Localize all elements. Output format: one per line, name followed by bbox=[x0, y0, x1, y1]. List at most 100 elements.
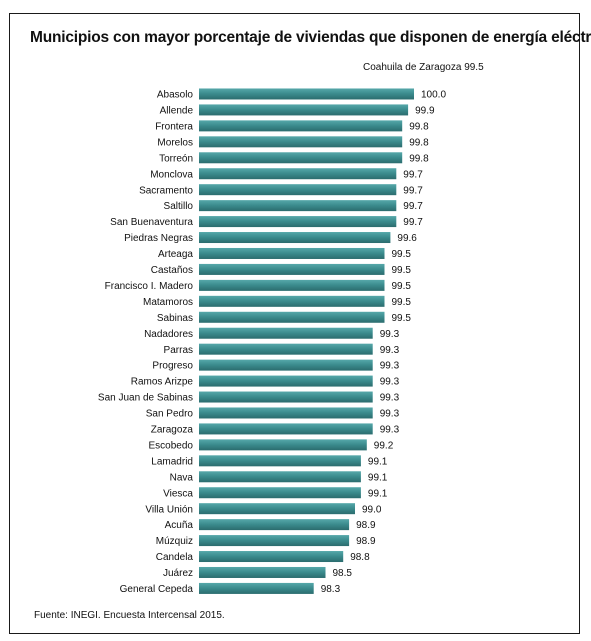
bar bbox=[199, 279, 385, 291]
category-label: Monclova bbox=[150, 169, 193, 180]
category-label: San Juan de Sabinas bbox=[98, 393, 193, 404]
value-label: 99.5 bbox=[392, 297, 412, 308]
value-label: 98.3 bbox=[321, 584, 341, 595]
category-label: Saltillo bbox=[164, 201, 194, 212]
value-label: 99.5 bbox=[392, 249, 412, 260]
bar bbox=[199, 232, 391, 244]
category-label: Castaños bbox=[151, 265, 193, 276]
value-label: 98.9 bbox=[356, 536, 376, 547]
bar bbox=[199, 295, 385, 307]
bar bbox=[199, 566, 326, 578]
bar bbox=[199, 455, 361, 467]
category-label: Abasolo bbox=[157, 90, 194, 101]
bar bbox=[199, 391, 373, 403]
bar bbox=[199, 327, 373, 339]
bar bbox=[199, 471, 361, 483]
bar bbox=[199, 519, 350, 531]
category-label: Frontera bbox=[155, 121, 193, 132]
value-label: 99.8 bbox=[409, 137, 429, 148]
category-label: Lamadrid bbox=[151, 456, 193, 467]
bar bbox=[199, 439, 367, 451]
value-label: 99.9 bbox=[415, 106, 435, 117]
bar bbox=[199, 120, 403, 132]
value-label: 99.7 bbox=[403, 201, 423, 212]
value-label: 99.5 bbox=[392, 313, 412, 324]
category-label: Matamoros bbox=[143, 297, 193, 308]
category-label: Nadadores bbox=[144, 329, 193, 340]
category-label: Morelos bbox=[157, 137, 193, 148]
value-label: 99.7 bbox=[403, 169, 423, 180]
bar bbox=[199, 359, 373, 371]
value-label: 99.5 bbox=[392, 281, 412, 292]
value-label: 99.3 bbox=[380, 361, 400, 372]
value-label: 99.7 bbox=[403, 217, 423, 228]
chart-title: Municipios con mayor porcentaje de vivie… bbox=[30, 29, 591, 46]
value-label: 99.6 bbox=[397, 233, 417, 244]
state-reference-label: Coahuila de Zaragoza bbox=[363, 62, 462, 73]
value-label: 99.1 bbox=[368, 456, 388, 467]
bars-group: Abasolo 100.0 Allende 99.9 Frontera 99.8 Morel… bbox=[98, 88, 446, 595]
value-label: 99.3 bbox=[380, 393, 400, 404]
category-label: Nava bbox=[170, 472, 194, 483]
category-label: Parras bbox=[164, 345, 193, 356]
value-label: 99.0 bbox=[362, 504, 382, 515]
bar bbox=[199, 407, 373, 419]
bar bbox=[199, 184, 397, 196]
bar bbox=[199, 423, 373, 435]
category-label: Múzquiz bbox=[156, 536, 193, 547]
bar bbox=[199, 535, 350, 547]
bar bbox=[199, 503, 355, 515]
category-label: Sabinas bbox=[157, 313, 193, 324]
bar bbox=[199, 168, 397, 180]
category-label: Zaragoza bbox=[151, 425, 194, 436]
category-label: Piedras Negras bbox=[124, 233, 193, 244]
bar bbox=[199, 88, 414, 100]
bar bbox=[199, 247, 385, 259]
value-label: 100.0 bbox=[421, 90, 446, 101]
bar bbox=[199, 343, 373, 355]
bar bbox=[199, 551, 344, 563]
value-label: 99.1 bbox=[368, 472, 388, 483]
source-note: Fuente: INEGI. Encuesta Intercensal 2015… bbox=[34, 610, 225, 621]
category-label: Acuña bbox=[165, 520, 194, 531]
category-label: Progreso bbox=[152, 361, 193, 372]
category-label: San Buenaventura bbox=[110, 217, 193, 228]
chart-frame bbox=[9, 13, 580, 634]
value-label: 98.8 bbox=[350, 552, 370, 563]
category-label: Ramos Arizpe bbox=[131, 377, 194, 388]
bar bbox=[199, 263, 385, 275]
category-label: Torreón bbox=[159, 153, 193, 164]
bar bbox=[199, 311, 385, 323]
value-label: 99.7 bbox=[403, 185, 423, 196]
value-label: 99.1 bbox=[368, 488, 388, 499]
bar bbox=[199, 375, 373, 387]
category-label: Francisco I. Madero bbox=[105, 281, 194, 292]
category-label: Allende bbox=[160, 106, 194, 117]
value-label: 99.3 bbox=[380, 409, 400, 420]
value-label: 99.3 bbox=[380, 377, 400, 388]
category-label: Juárez bbox=[163, 568, 193, 579]
bar bbox=[199, 152, 403, 164]
bar bbox=[199, 136, 403, 148]
state-reference-value: 99.5 bbox=[464, 62, 484, 73]
value-label: 98.9 bbox=[356, 520, 376, 531]
bar bbox=[199, 104, 409, 116]
category-label: Viesca bbox=[163, 488, 193, 499]
category-label: Arteaga bbox=[158, 249, 193, 260]
category-label: San Pedro bbox=[146, 409, 194, 420]
state-reference: Coahuila de Zaragoza 99.5 bbox=[363, 62, 484, 73]
category-label: Villa Unión bbox=[145, 504, 193, 515]
bar bbox=[199, 487, 361, 499]
value-label: 99.3 bbox=[380, 345, 400, 356]
bar bbox=[199, 200, 397, 212]
value-label: 99.8 bbox=[409, 121, 429, 132]
category-label: Escobedo bbox=[149, 440, 194, 451]
category-label: General Cepeda bbox=[120, 584, 194, 595]
category-label: Candela bbox=[156, 552, 194, 563]
value-label: 98.5 bbox=[333, 568, 353, 579]
bar bbox=[199, 216, 397, 228]
bar bbox=[199, 582, 314, 594]
value-label: 99.5 bbox=[392, 265, 412, 276]
value-label: 99.3 bbox=[380, 425, 400, 436]
